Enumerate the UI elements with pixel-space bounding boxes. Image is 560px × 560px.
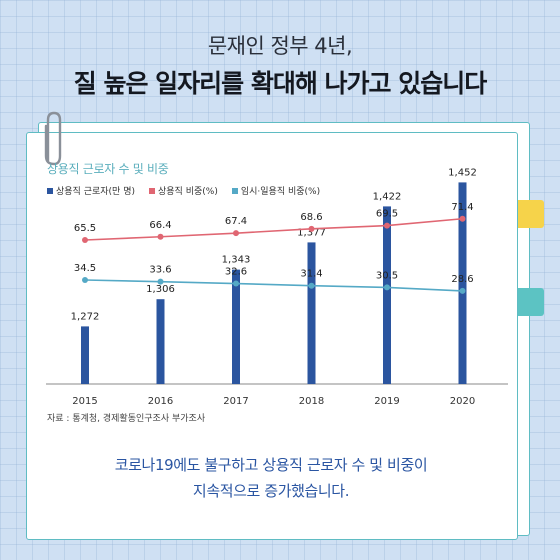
regular-ratio-point-2018	[308, 225, 315, 232]
header-subtitle: 문재인 정부 4년,	[207, 34, 353, 58]
legend-item-bar: 상용직 근로자(만 명)	[47, 184, 135, 197]
caption-line-2: 지속적으로 증가했습니다.	[192, 482, 350, 500]
bar-label-2017: 1,343	[222, 255, 251, 266]
chart-sheet	[26, 132, 518, 540]
summary-caption: 코로나19에도 불구하고 상용직 근로자 수 및 비중이 지속적으로 증가했습니…	[26, 452, 516, 504]
temp-ratio-label-2020: 28.6	[451, 274, 473, 285]
temp-ratio-label-2017: 32.6	[225, 267, 247, 278]
caption-line-1: 코로나19에도 불구하고 상용직 근로자 수 및 비중이	[114, 456, 428, 474]
x-tick-2015: 2015	[72, 396, 97, 407]
regular-ratio-point-2019	[384, 222, 390, 229]
temp-ratio-label-2016: 33.6	[149, 265, 171, 276]
legend-swatch-regular	[149, 187, 155, 194]
legend-item-temp: 임시·일용직 비중(%)	[231, 184, 321, 197]
regular-ratio-label-2019: 69.5	[376, 209, 398, 220]
temp-ratio-point-2015	[82, 277, 88, 283]
yellow-index-tab	[518, 200, 544, 228]
x-tick-2017: 2017	[223, 396, 248, 407]
x-tick-2016: 2016	[148, 396, 173, 407]
regular-ratio-label-2017: 67.4	[225, 216, 247, 227]
teal-index-tab	[518, 288, 544, 316]
source-note: 자료 : 통계청, 경제활동인구조사 부가조사	[47, 414, 206, 424]
temp-ratio-label-2019: 30.5	[376, 270, 398, 281]
regular-ratio-label-2020: 71.4	[451, 202, 473, 213]
bar-label-2018: 1,377	[297, 227, 326, 238]
paperclip-icon	[44, 111, 62, 166]
temp-ratio-point-2020	[459, 287, 466, 294]
bar-label-2016: 1,306	[146, 284, 175, 295]
chart-title: 상용직 근로자 수 및 비중	[47, 162, 169, 176]
regular-ratio-point-2020	[459, 215, 466, 222]
x-tick-2018: 2018	[299, 396, 324, 407]
regular-ratio-label-2016: 66.4	[149, 220, 171, 231]
temp-ratio-point-2017	[233, 280, 239, 287]
temp-ratio-point-2018	[308, 282, 315, 289]
bar-label-2019: 1,422	[373, 191, 402, 202]
temp-ratio-point-2019	[384, 284, 390, 291]
legend-swatch-temp	[231, 187, 238, 194]
legend-label-regular: 상용직 비중(%)	[158, 187, 218, 197]
bar-2018	[307, 242, 316, 384]
bar-2016	[156, 299, 165, 384]
x-tick-2019: 2019	[374, 396, 399, 407]
regular-ratio-point-2016	[157, 233, 164, 240]
regular-ratio-point-2017	[233, 230, 239, 237]
header-title: 질 높은 일자리를 확대해 나가고 있습니다	[73, 69, 488, 98]
temp-ratio-line	[84, 279, 463, 292]
bar-2017	[232, 269, 240, 384]
regular-ratio-label-2018: 68.6	[300, 212, 322, 223]
bar-2020	[458, 182, 467, 384]
regular-ratio-label-2015: 65.5	[74, 223, 96, 234]
legend-label-temp: 임시·일용직 비중(%)	[240, 187, 321, 197]
bar-label-2020: 1,452	[448, 167, 477, 178]
legend-item-regular: 상용직 비중(%)	[149, 184, 218, 197]
x-tick-2020: 2020	[450, 396, 475, 407]
temp-ratio-point-2016	[157, 278, 164, 285]
regular-ratio-point-2015	[82, 237, 88, 243]
bar-label-2015: 1,272	[71, 311, 100, 322]
bar-2015	[81, 326, 89, 384]
temp-ratio-label-2015: 34.5	[74, 263, 96, 274]
chart-legend: 상용직 근로자(만 명) 상용직 비중(%) 임시·일용직 비중(%)	[47, 184, 320, 197]
temp-ratio-label-2018: 31.4	[300, 269, 322, 280]
bar-2019	[383, 206, 391, 384]
legend-swatch-bar	[47, 187, 53, 194]
regular-ratio-line	[84, 217, 463, 241]
legend-label-bar: 상용직 근로자(만 명)	[56, 187, 135, 197]
